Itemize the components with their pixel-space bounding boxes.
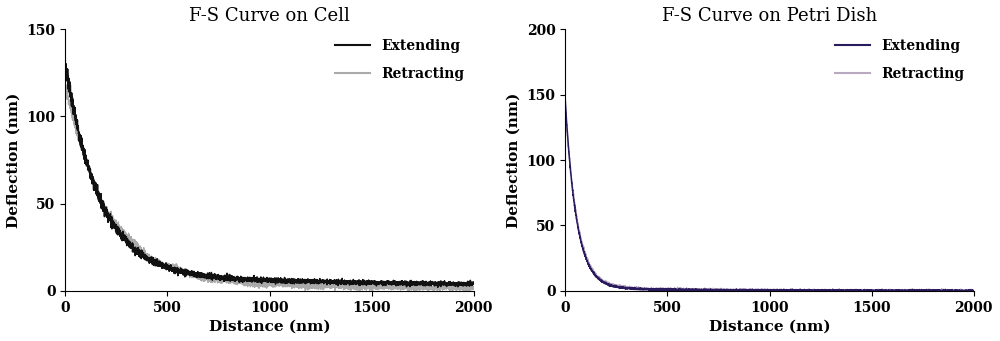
Retracting bbox=[356, 286, 368, 290]
Extending bbox=[559, 99, 571, 103]
X-axis label: Distance (nm): Distance (nm) bbox=[209, 320, 330, 334]
Extending bbox=[468, 281, 480, 285]
Extending bbox=[231, 277, 243, 281]
Y-axis label: Deflection (nm): Deflection (nm) bbox=[507, 92, 521, 228]
Retracting bbox=[402, 290, 414, 294]
Extending bbox=[753, 288, 765, 293]
Extending bbox=[435, 282, 447, 286]
Retracting bbox=[856, 288, 868, 292]
Retracting bbox=[734, 288, 746, 292]
Retracting bbox=[955, 289, 967, 293]
Extending bbox=[455, 281, 467, 285]
Retracting bbox=[455, 285, 467, 289]
Retracting bbox=[731, 288, 743, 292]
Extending bbox=[234, 277, 246, 281]
X-axis label: Distance (nm): Distance (nm) bbox=[709, 320, 830, 334]
Extending bbox=[968, 289, 980, 293]
Extending bbox=[253, 279, 265, 283]
Extending bbox=[734, 288, 746, 292]
Extending bbox=[856, 289, 868, 293]
Retracting bbox=[559, 103, 571, 107]
Line: Extending: Extending bbox=[65, 56, 474, 287]
Retracting bbox=[753, 288, 765, 293]
Retracting bbox=[234, 277, 246, 281]
Retracting bbox=[935, 288, 947, 293]
Retracting bbox=[231, 278, 243, 282]
Legend: Extending, Retracting: Extending, Retracting bbox=[830, 33, 970, 87]
Retracting bbox=[468, 285, 480, 290]
Title: F-S Curve on Petri Dish: F-S Curve on Petri Dish bbox=[662, 7, 877, 25]
Y-axis label: Deflection (nm): Deflection (nm) bbox=[7, 92, 21, 228]
Retracting bbox=[893, 291, 905, 295]
Retracting bbox=[968, 289, 980, 293]
Extending bbox=[731, 288, 743, 293]
Title: F-S Curve on Cell: F-S Curve on Cell bbox=[189, 7, 350, 25]
Extending bbox=[935, 289, 947, 293]
Extending bbox=[59, 54, 71, 58]
Line: Retracting: Retracting bbox=[65, 85, 474, 292]
Extending bbox=[963, 290, 975, 294]
Line: Retracting: Retracting bbox=[565, 105, 974, 293]
Retracting bbox=[59, 83, 71, 87]
Retracting bbox=[435, 285, 447, 290]
Extending bbox=[955, 289, 967, 293]
Retracting bbox=[253, 282, 265, 286]
Legend: Extending, Retracting: Extending, Retracting bbox=[330, 33, 470, 87]
Retracting bbox=[559, 104, 571, 108]
Extending bbox=[432, 285, 444, 290]
Line: Extending: Extending bbox=[565, 101, 974, 292]
Retracting bbox=[60, 83, 72, 87]
Extending bbox=[356, 280, 368, 284]
